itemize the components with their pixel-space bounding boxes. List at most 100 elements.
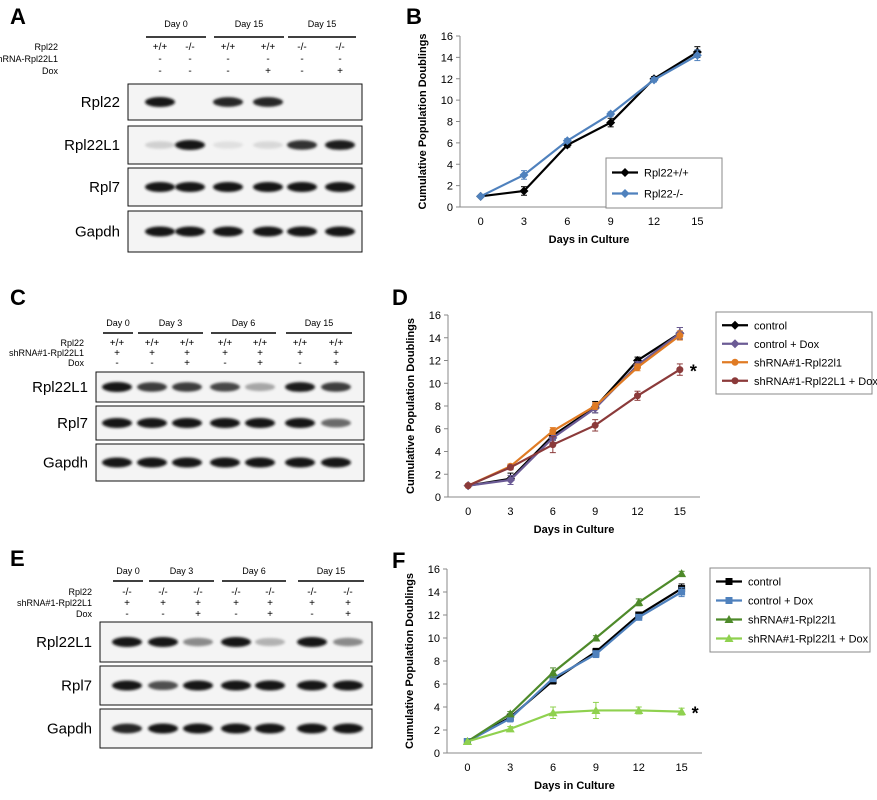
x-tick-label: 15 <box>674 506 686 518</box>
band-label: Rpl22L1 <box>36 634 92 651</box>
condition-value: - <box>266 54 269 65</box>
condition-value: +/+ <box>218 338 233 349</box>
condition-value: - <box>226 66 229 77</box>
panel-letter: E <box>10 546 25 571</box>
blot-band <box>137 418 167 428</box>
y-tick-label: 10 <box>441 95 453 107</box>
condition-value: - <box>298 358 301 369</box>
series-line <box>467 368 681 487</box>
day-label: Day 0 <box>164 19 188 29</box>
blot-band <box>183 680 213 691</box>
blot-band <box>145 226 175 237</box>
series-point <box>730 339 740 349</box>
condition-value: + <box>345 609 351 620</box>
series-point <box>676 366 684 374</box>
blot-band <box>112 680 142 691</box>
condition-value: + <box>114 348 120 359</box>
condition-value: + <box>297 348 303 359</box>
band-label: Rpl7 <box>61 678 92 695</box>
series-point <box>677 569 687 578</box>
condition-value: + <box>309 598 315 609</box>
condition-value: + <box>195 598 201 609</box>
blot-band <box>253 97 283 107</box>
y-tick-label: 0 <box>447 202 453 214</box>
blot-band-row: Gapdh <box>75 210 363 253</box>
y-tick-label: 4 <box>434 702 440 714</box>
series <box>464 363 684 490</box>
series-point <box>634 392 642 400</box>
condition-value: +/+ <box>110 338 125 349</box>
series-line <box>480 54 698 198</box>
panel-letter: B <box>406 4 422 29</box>
y-tick-label: 10 <box>428 633 440 645</box>
blot-band <box>325 140 355 150</box>
series-point <box>562 136 572 146</box>
y-tick-label: 4 <box>447 159 453 171</box>
legend-label: control <box>754 320 787 332</box>
legend-label: shRNA#1-Rpl22l1 <box>754 357 842 369</box>
blot-band <box>285 382 315 392</box>
blot-band <box>137 382 167 392</box>
x-tick-label: 12 <box>631 506 643 518</box>
y-tick-label: 4 <box>435 447 441 459</box>
x-axis-title: Days in Culture <box>534 524 615 536</box>
y-tick-label: 14 <box>428 587 440 599</box>
blot-band <box>287 140 317 150</box>
blot-band <box>253 226 283 237</box>
series-point <box>549 427 557 435</box>
y-axis-title: Cumulative Population Doublings <box>417 34 429 210</box>
series <box>462 701 687 745</box>
x-axis-title: Days in Culture <box>534 780 615 792</box>
blot-band <box>175 140 205 150</box>
series-point <box>731 377 739 385</box>
y-axis-title: Cumulative Population Doublings <box>404 573 416 749</box>
panel-letter: D <box>392 285 408 310</box>
chart-panel-F: F 0 2 4 6 8 10 12 14 16 0 3 6 9 12 15 Days in Culture Cum… <box>392 548 871 792</box>
condition-value: + <box>265 66 271 77</box>
x-axis-title: Days in Culture <box>549 234 630 246</box>
blot-band-row: Rpl7 <box>61 665 373 706</box>
y-tick-label: 12 <box>428 610 440 622</box>
series-point <box>591 402 599 410</box>
condition-value: - <box>310 609 313 620</box>
blot-band <box>175 226 205 237</box>
band-label: Rpl22L1 <box>32 379 88 396</box>
x-tick-label: 6 <box>550 506 556 518</box>
condition-value: + <box>333 358 339 369</box>
series-point <box>549 441 557 449</box>
condition-value: + <box>149 348 155 359</box>
series-point <box>591 705 601 714</box>
series-point <box>634 597 644 606</box>
series-line <box>466 591 683 743</box>
significance-star: * <box>692 704 699 724</box>
blot-band <box>112 723 142 734</box>
blot-band <box>213 97 243 107</box>
series-point <box>464 482 472 490</box>
series-point <box>678 588 686 596</box>
blot-band-row: Rpl22L1 <box>32 371 365 403</box>
condition-value: - <box>188 66 191 77</box>
legend: Rpl22+/+ Rpl22-/- <box>605 157 723 209</box>
condition-value: -/- <box>335 42 344 53</box>
series-point <box>620 168 630 177</box>
condition-value: +/+ <box>180 338 195 349</box>
blot-band <box>210 418 240 428</box>
series-line <box>466 572 683 743</box>
blot-band <box>148 680 178 691</box>
day-label: Day 3 <box>159 318 183 328</box>
series-point <box>519 170 529 180</box>
condition-value: + <box>184 358 190 369</box>
day-label: Day 15 <box>308 19 337 29</box>
condition-value: -/- <box>343 587 352 598</box>
condition-value: + <box>267 598 273 609</box>
blot-band <box>325 182 355 192</box>
y-tick-label: 16 <box>441 31 453 43</box>
condition-value: -/- <box>122 587 131 598</box>
blot-band <box>297 723 327 734</box>
blot-band <box>287 226 317 237</box>
legend-box <box>605 157 723 209</box>
growth-charts: B 0 2 4 6 8 10 12 14 16 0 3 6 9 12 15 Days in Culture Cum… <box>392 4 877 792</box>
condition-row-label: Rpl22 <box>34 42 58 52</box>
blot-band <box>102 418 132 428</box>
